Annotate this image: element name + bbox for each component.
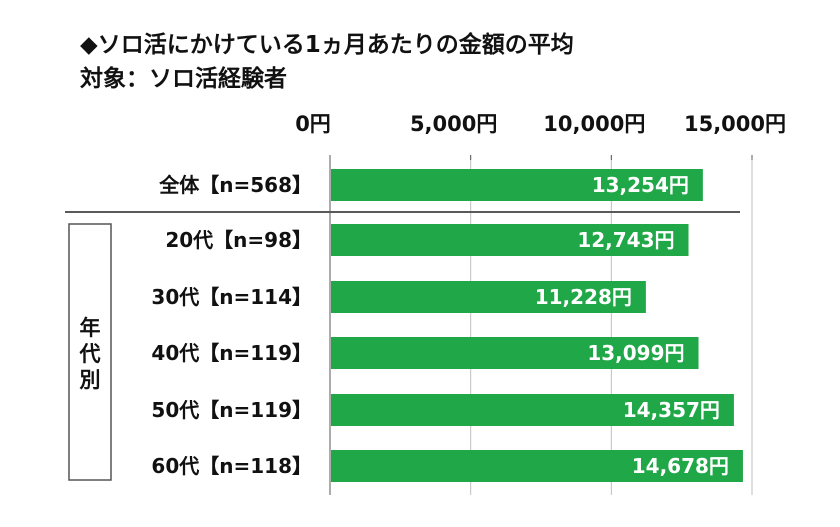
age-group-label-char: 代 [79,342,101,366]
x-tick-label: 5,000円 [410,112,497,136]
category-labels: 全体【n=568】 20代【n=98】 30代【n=114】 40代【n=119】 50… [151,173,312,478]
gridlines [470,155,753,495]
x-axis-ticks: 0円 5,000円 10,000円 15,000円 [295,112,786,160]
age-group-label-char: 別 [80,368,101,392]
x-tick-label: 15,000円 [684,112,786,136]
bar [331,450,743,482]
category-label: 50代【n=119】 [151,398,312,422]
bar-value-label: 14,678円 [632,454,729,478]
chart-title: ◆ソロ活にかけている1ヵ月あたりの金額の平均 [80,31,574,58]
bar-value-label: 12,743円 [577,228,674,252]
age-group-label-char: 年 [80,316,101,340]
category-label: 全体【n=568】 [158,173,312,197]
bar [331,394,734,426]
category-label: 30代【n=114】 [151,285,312,309]
category-label: 40代【n=119】 [151,341,312,365]
bar [331,281,646,313]
age-group-label: 年代別 [79,316,101,392]
category-label: 20代【n=98】 [165,228,312,252]
chart-subtitle: 対象：ソロ活経験者 [80,65,287,92]
bars: 13,254円 12,743円 11,228円 13,099円 14,357円 14,67… [331,169,743,482]
bar-value-label: 14,357円 [623,398,720,422]
bar-value-label: 13,254円 [592,173,689,197]
x-tick-label: 10,000円 [543,112,645,136]
age-group-box [68,223,112,481]
bar-value-label: 11,228円 [535,285,632,309]
bar [331,224,689,256]
x-tick-label: 0円 [295,112,331,136]
bar [331,337,699,369]
category-label: 60代【n=118】 [151,454,312,478]
bar [331,169,703,201]
bar-value-label: 13,099円 [587,341,684,365]
